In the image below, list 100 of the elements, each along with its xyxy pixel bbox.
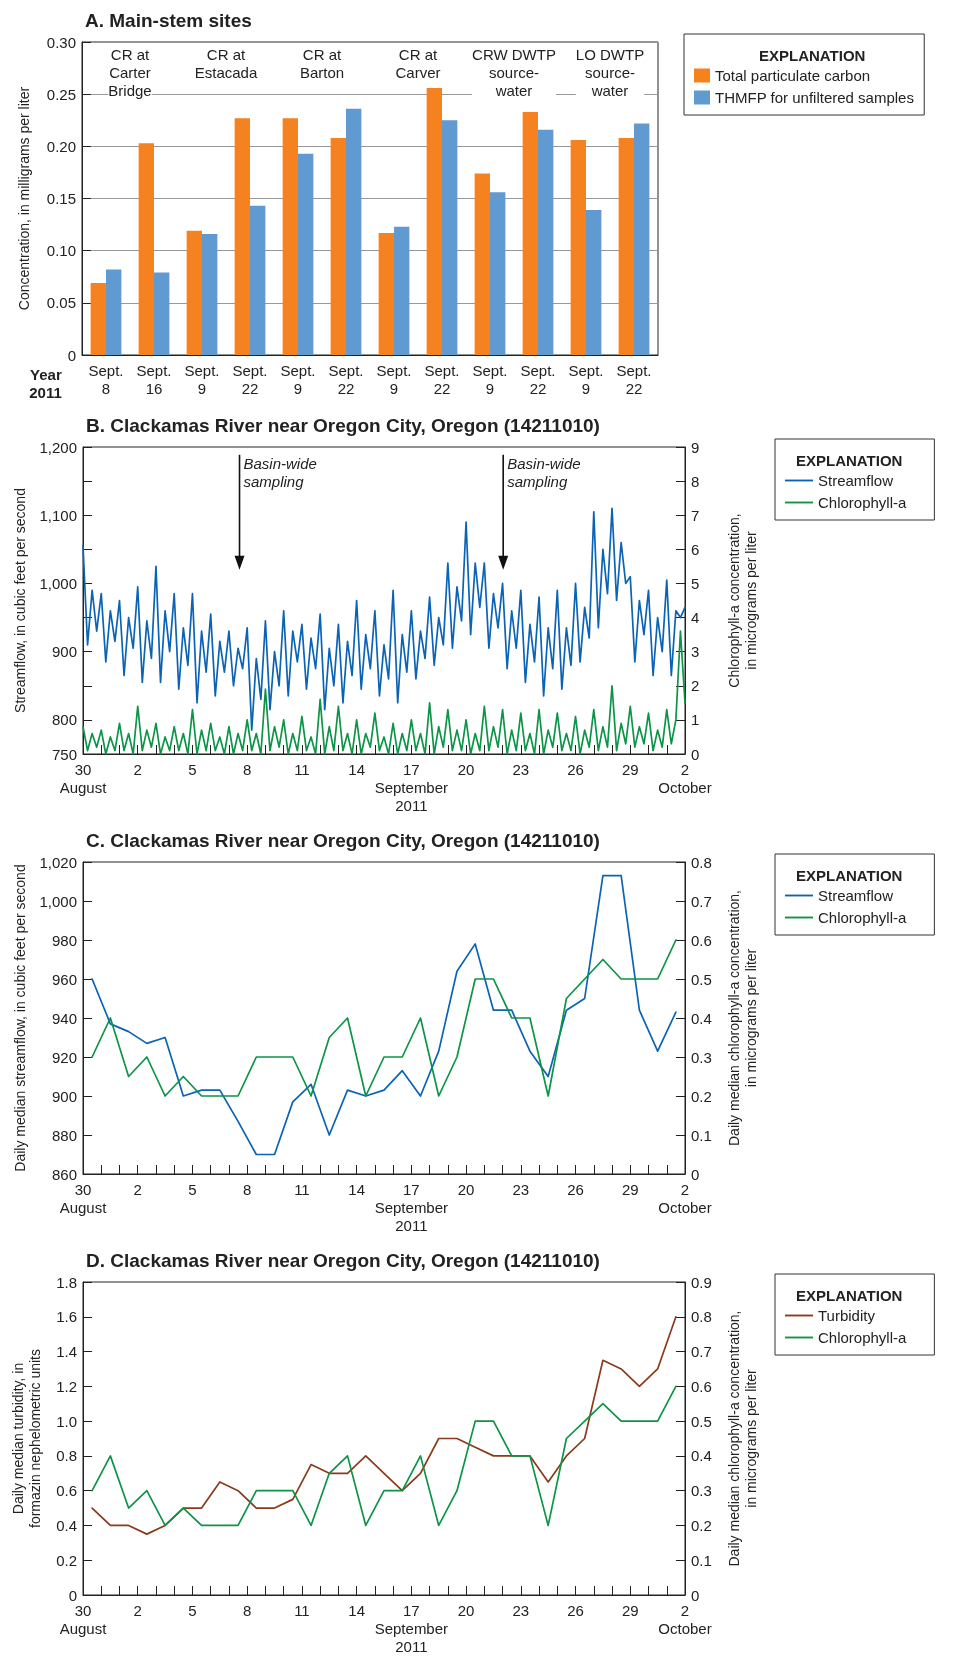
y-tick-label: 980 xyxy=(51,931,77,949)
y2-axis-title: Daily median chlorophyll-a concentration, in micrograms per liter xyxy=(725,889,759,1147)
x-tick-label: 8 xyxy=(243,1601,252,1619)
y-tick-label: 880 xyxy=(51,1126,77,1144)
x-tick-label: Sept. 9 xyxy=(184,361,220,397)
y2-tick-label: 0.4 xyxy=(691,1447,712,1465)
x-tick-label: Sept. 9 xyxy=(472,361,508,397)
y-tick-label: 1,100 xyxy=(39,506,77,524)
y2-tick-label: 4 xyxy=(691,609,700,627)
y2-tick-label: 0.5 xyxy=(691,970,712,988)
bar xyxy=(346,108,362,355)
x-tick-label: 26 xyxy=(567,760,584,778)
y2-axis-title: Chlorophyll-a concentration, in micrograms per liter xyxy=(725,513,759,688)
legend-label: Chlorophyll-a xyxy=(818,494,908,511)
y-tick-label: 900 xyxy=(51,643,77,661)
x-tick-label: 2 October xyxy=(658,1601,712,1637)
bar xyxy=(586,209,602,355)
x-tick-label: Sept. 22 xyxy=(520,361,556,397)
bar xyxy=(490,192,506,355)
y-tick-label: 0.2 xyxy=(56,1551,77,1569)
x-tick-label: 20 xyxy=(457,760,475,778)
y2-axis-title: Daily median chlorophyll-a concentration, in micrograms per liter xyxy=(725,1310,759,1567)
annotation: LO DWTP source- water xyxy=(575,45,645,99)
y-tick-label: 1,000 xyxy=(39,892,77,910)
x-tick-label: 14 xyxy=(348,1601,365,1619)
y2-tick-label: 0.2 xyxy=(691,1087,712,1105)
bar xyxy=(234,118,250,355)
bar xyxy=(538,129,554,355)
x-tick-label: 2 October xyxy=(658,1180,712,1216)
y-tick-label: 0.4 xyxy=(56,1516,77,1534)
x-tick-label: 14 xyxy=(348,1180,365,1198)
legend-title: EXPLANATION xyxy=(796,867,903,884)
legend-label: Streamflow xyxy=(818,887,894,904)
x-tick-label: 30 August xyxy=(59,1180,108,1216)
y-tick-label: 0.10 xyxy=(46,242,76,260)
x-tick-label: 17 September 2011 xyxy=(374,1601,449,1655)
bar xyxy=(330,137,346,355)
y2-tick-label: 6 xyxy=(691,540,700,558)
y-tick-label: 0.15 xyxy=(46,190,76,207)
x-tick-label: Sept. 22 xyxy=(424,361,460,397)
y2-tick-label: 0 xyxy=(691,1586,700,1604)
y-tick-label: 0.25 xyxy=(46,85,76,103)
line-series xyxy=(82,507,686,731)
x-tick-label: 8 xyxy=(243,1180,252,1198)
annotation: Basin-wide sampling xyxy=(507,455,581,491)
legend-title: EXPLANATION xyxy=(796,452,903,469)
bar xyxy=(474,173,490,355)
x-tick-label: 2 October xyxy=(658,760,712,796)
x-tick-label: Sept. 8 xyxy=(88,361,124,397)
bar xyxy=(426,87,442,355)
legend-title: EXPLANATION xyxy=(759,47,866,64)
y-tick-label: 920 xyxy=(51,1048,77,1066)
x-tick-label: 17 September 2011 xyxy=(374,760,449,814)
y2-tick-label: 0.8 xyxy=(691,1308,712,1326)
x-tick-label: Sept. 9 xyxy=(376,361,412,397)
y2-tick-label: 0.6 xyxy=(691,1377,712,1395)
bar xyxy=(394,226,410,355)
line-series xyxy=(91,939,677,1097)
y2-tick-label: 0.5 xyxy=(691,1412,712,1430)
y2-tick-label: 0.9 xyxy=(691,1273,712,1291)
x-tick-label: 11 xyxy=(294,1180,310,1198)
x-tick-label: 20 xyxy=(457,1180,475,1198)
legend-label: Chlorophyll-a xyxy=(818,1329,908,1346)
legend-label: Chlorophyll-a xyxy=(818,909,908,926)
line-series xyxy=(91,874,677,1156)
y-axis-title: Daily median turbidity, in formazin nephelometric units xyxy=(9,1349,43,1528)
y2-tick-label: 0.7 xyxy=(691,1343,712,1361)
chart-title: C. Clackamas River near Oregon City, Oregon (14211010) xyxy=(86,830,600,851)
x-tick-label: 29 xyxy=(621,760,639,778)
y-tick-label: 1,200 xyxy=(39,438,77,456)
legend-label: THMFP for unfiltered samples xyxy=(715,89,914,106)
y2-tick-label: 3 xyxy=(691,643,700,661)
y-tick-label: 750 xyxy=(51,745,77,763)
x-tick-label: 29 xyxy=(621,1180,639,1198)
x-tick-label: 30 August xyxy=(59,760,108,796)
y2-tick-label: 1 xyxy=(691,711,700,729)
x-tick-label: 30 August xyxy=(59,1601,108,1637)
y-tick-label: 1.2 xyxy=(56,1377,77,1395)
y-tick-label: 960 xyxy=(51,970,77,988)
x-tick-label: Sept. 22 xyxy=(232,361,268,397)
y-tick-label: 0 xyxy=(67,346,76,364)
x-tick-label: 20 xyxy=(457,1601,475,1619)
y-axis-title: Concentration, in milligrams per liter xyxy=(15,86,32,311)
y2-tick-label: 0 xyxy=(691,1165,700,1183)
y2-tick-label: 7 xyxy=(691,506,700,524)
x-tick-label: 23 xyxy=(512,1180,530,1198)
x-tick-label: 8 xyxy=(243,760,252,778)
legend-title: EXPLANATION xyxy=(796,1287,903,1304)
x-tick-label: 14 xyxy=(348,760,365,778)
y-tick-label: 800 xyxy=(51,711,77,729)
x-tick-label: 29 xyxy=(621,1601,639,1619)
x-tick-label: Sept. 16 xyxy=(136,361,172,397)
y-tick-label: 1.0 xyxy=(56,1412,77,1430)
annotation: CR at Carter Bridge xyxy=(108,45,152,99)
chart-title: A. Main-stem sites xyxy=(85,10,252,31)
bar xyxy=(634,123,650,355)
x-tick-label: 5 xyxy=(188,1180,197,1198)
x-tick-label: 11 xyxy=(294,760,310,778)
y2-tick-label: 0.7 xyxy=(691,892,712,910)
bar xyxy=(106,269,122,355)
